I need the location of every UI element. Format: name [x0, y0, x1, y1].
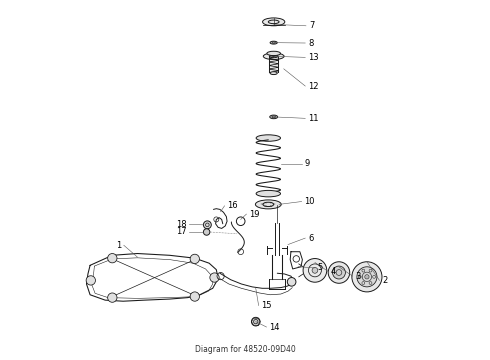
Text: 16: 16: [227, 201, 238, 210]
Text: 2: 2: [382, 276, 388, 285]
Circle shape: [190, 292, 199, 301]
Circle shape: [333, 266, 345, 279]
Text: 15: 15: [262, 301, 272, 310]
Text: 13: 13: [308, 53, 318, 62]
Ellipse shape: [270, 115, 278, 119]
Text: 19: 19: [249, 210, 260, 219]
Text: 6: 6: [308, 234, 314, 243]
Circle shape: [251, 318, 260, 326]
Ellipse shape: [255, 200, 281, 209]
Ellipse shape: [263, 18, 285, 26]
Ellipse shape: [270, 72, 277, 75]
Circle shape: [210, 273, 219, 282]
Ellipse shape: [267, 51, 280, 55]
Text: 3: 3: [355, 271, 361, 280]
Circle shape: [303, 258, 327, 282]
Text: 7: 7: [309, 21, 314, 30]
Text: 9: 9: [304, 159, 310, 168]
Text: 14: 14: [270, 323, 280, 332]
Text: 17: 17: [176, 228, 187, 237]
Circle shape: [108, 253, 117, 263]
Circle shape: [357, 267, 377, 287]
Ellipse shape: [256, 135, 280, 141]
Circle shape: [365, 275, 369, 279]
Text: Diagram for 48520-09D40: Diagram for 48520-09D40: [195, 345, 295, 354]
Text: 11: 11: [308, 114, 318, 123]
Text: 10: 10: [304, 197, 315, 206]
Ellipse shape: [270, 41, 277, 44]
Circle shape: [190, 254, 199, 264]
Circle shape: [86, 276, 96, 285]
Circle shape: [108, 293, 117, 302]
Text: 18: 18: [176, 220, 187, 229]
Text: 4: 4: [331, 267, 336, 276]
Circle shape: [287, 278, 296, 286]
Text: 1: 1: [116, 241, 121, 250]
Text: 5: 5: [318, 264, 323, 273]
Circle shape: [352, 262, 382, 292]
Circle shape: [203, 221, 211, 229]
Text: 12: 12: [308, 82, 318, 91]
Circle shape: [312, 267, 318, 273]
Text: 8: 8: [308, 39, 314, 48]
Circle shape: [328, 262, 350, 283]
Circle shape: [203, 229, 210, 235]
Ellipse shape: [256, 190, 280, 197]
Ellipse shape: [263, 53, 284, 59]
